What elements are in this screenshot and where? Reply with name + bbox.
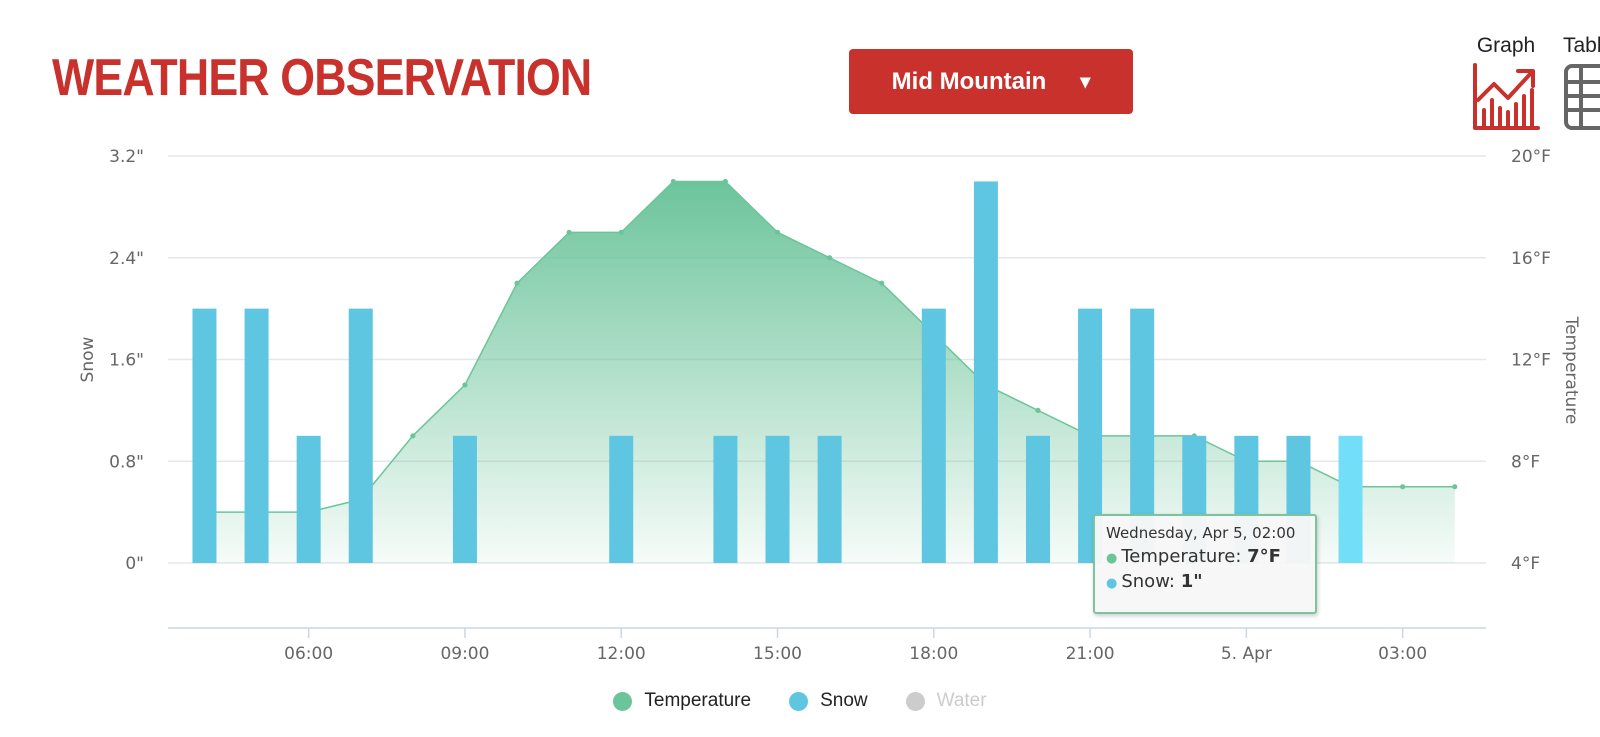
temperature-dot-icon: ●	[1106, 551, 1118, 566]
y-right-tick-label: 16°F	[1511, 249, 1551, 269]
table-icon	[1564, 64, 1600, 130]
snow-bar	[921, 308, 946, 563]
chevron-down-icon: ▾	[1080, 71, 1091, 93]
x-tick-label: 18:00	[909, 644, 958, 664]
chart-tooltip: Wednesday, Apr 5, 02:00 ● Temperature: 7°…	[1093, 514, 1317, 614]
snow-bar	[1025, 435, 1050, 563]
page-title: WEATHER OBSERVATION	[52, 49, 592, 107]
station-select[interactable]: Mid Mountain ▾	[849, 49, 1133, 114]
y-right-tick-label: 20°F	[1511, 147, 1551, 167]
snow-bar	[817, 435, 842, 563]
legend-label: Water	[936, 690, 987, 711]
temperature-point	[1035, 407, 1041, 413]
water-legend-icon	[905, 691, 925, 711]
snow-bar	[452, 435, 477, 563]
tooltip-label: Snow:	[1121, 571, 1181, 592]
y-left-tick-label: 0.8"	[109, 452, 144, 472]
snow-dot-icon: ●	[1106, 576, 1118, 591]
snow-bar	[296, 435, 321, 563]
temperature-point	[827, 255, 833, 261]
snow-bar	[713, 435, 738, 563]
temperature-point	[410, 433, 416, 439]
x-tick-label: 09:00	[440, 644, 489, 664]
view-table-button[interactable]: Table	[1563, 34, 1600, 140]
temperature-point	[774, 229, 781, 235]
view-graph-label: Graph	[1476, 34, 1536, 57]
temperature-point	[1400, 484, 1406, 490]
legend-label: Snow	[820, 690, 868, 711]
y-left-axis-title: Snow	[78, 336, 98, 382]
x-tick-label: 03:00	[1378, 644, 1427, 664]
y-right-axis-title: Temperature	[1561, 316, 1581, 425]
y-right-tick-label: 4°F	[1511, 554, 1540, 574]
y-left-tick-label: 1.6"	[109, 351, 144, 371]
tooltip-row-snow: ● Snow: 1"	[1106, 571, 1305, 592]
x-tick-label: 06:00	[284, 644, 333, 664]
temperature-point	[879, 280, 885, 286]
snow-series	[192, 181, 1363, 563]
graph-icon	[1473, 63, 1540, 130]
legend-item-water[interactable]: Water	[905, 690, 987, 712]
chart-axes: 0" 0.8" 1.6" 2.4" 3.2" 4°F 8°F 12°F 16°F 20°F 06:0…	[78, 147, 1581, 664]
x-tick-label: 21:00	[1066, 644, 1115, 664]
temperature-point	[566, 229, 572, 235]
y-left-tick-label: 0"	[125, 554, 144, 574]
x-tick-label: 12:00	[597, 644, 646, 664]
tooltip-value: 7°F	[1247, 546, 1281, 567]
snow-bar	[192, 308, 217, 563]
temperature-point	[670, 178, 676, 185]
snow-bar	[609, 435, 634, 563]
view-table-label: Table	[1563, 34, 1600, 57]
temperature-point	[514, 280, 520, 286]
temperature-point	[618, 229, 624, 235]
tooltip-value: 1"	[1180, 571, 1203, 592]
temperature-point	[462, 382, 468, 388]
legend-item-snow[interactable]: Snow	[789, 690, 868, 712]
snow-bar	[973, 181, 998, 563]
snow-bar	[1338, 435, 1363, 563]
y-right-tick-label: 8°F	[1511, 452, 1540, 472]
y-right-tick-label: 12°F	[1511, 351, 1551, 371]
tooltip-header: Wednesday, Apr 5, 02:00	[1106, 524, 1296, 542]
y-left-tick-label: 3.2"	[109, 147, 144, 167]
snow-bar	[765, 435, 790, 563]
x-tick-label: 5. Apr	[1221, 644, 1272, 664]
legend-label: Temperature	[644, 690, 752, 711]
station-select-value: Mid Mountain	[891, 67, 1047, 95]
legend-item-temperature[interactable]: Temperature	[613, 690, 751, 712]
temperature-legend-icon	[613, 691, 633, 711]
x-tick-label: 15:00	[753, 644, 802, 664]
temperature-point	[1452, 484, 1458, 490]
snow-bar	[348, 308, 373, 563]
temperature-point	[722, 178, 729, 185]
chart-legend: Temperature Snow Water	[0, 690, 1600, 712]
snow-legend-icon	[789, 691, 809, 711]
snow-bar	[244, 308, 269, 563]
view-graph-button[interactable]: Graph	[1465, 34, 1547, 140]
y-left-tick-label: 2.4"	[109, 249, 144, 269]
tooltip-row-temperature: ● Temperature: 7°F	[1106, 546, 1305, 567]
tooltip-label: Temperature:	[1121, 546, 1248, 567]
